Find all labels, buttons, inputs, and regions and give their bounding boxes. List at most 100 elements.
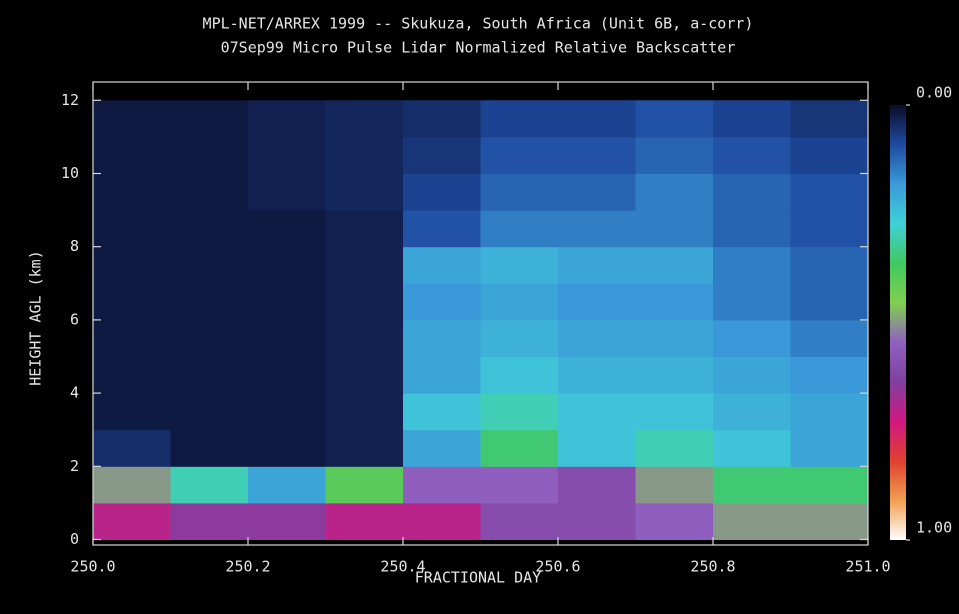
heatmap-cell <box>93 320 171 357</box>
heatmap-cell <box>713 466 791 503</box>
y-tick-label: 10 <box>61 164 79 182</box>
heatmap-cell <box>713 247 791 284</box>
heatmap-cell <box>558 174 636 211</box>
heatmap-cell <box>171 466 249 503</box>
heatmap-cell <box>636 503 714 540</box>
heatmap-cell <box>481 430 559 467</box>
heatmap-cell <box>791 137 869 174</box>
heatmap-cell <box>713 210 791 247</box>
heatmap-cell <box>248 283 326 320</box>
heatmap-cell <box>636 357 714 394</box>
x-tick-label: 250.4 <box>380 558 425 576</box>
heatmap-cell <box>93 100 171 137</box>
heatmap-cell <box>326 320 404 357</box>
y-tick-label: 12 <box>61 91 79 109</box>
heatmap-cell <box>171 320 249 357</box>
heatmap-cell <box>558 100 636 137</box>
heatmap-cell <box>636 430 714 467</box>
heatmap-cell <box>403 320 481 357</box>
heatmap-cell <box>713 320 791 357</box>
y-tick-label: 6 <box>70 310 79 328</box>
heatmap-cell <box>481 283 559 320</box>
heatmap-cell <box>636 283 714 320</box>
heatmap-cell <box>403 100 481 137</box>
heatmap-cell <box>713 393 791 430</box>
heatmap-cell <box>791 320 869 357</box>
heatmap-cell <box>791 283 869 320</box>
heatmap-cell <box>713 430 791 467</box>
heatmap-cell <box>558 210 636 247</box>
heatmap-cell <box>791 466 869 503</box>
heatmap-cell <box>248 503 326 540</box>
y-tick-label: 8 <box>70 237 79 255</box>
heatmap-cell <box>403 210 481 247</box>
heatmap-cell <box>93 174 171 211</box>
heatmap-cell <box>326 503 404 540</box>
heatmap-cell <box>248 174 326 211</box>
heatmap-cell <box>713 100 791 137</box>
heatmap-cell <box>171 210 249 247</box>
heatmap-cell <box>481 137 559 174</box>
heatmap-cell <box>791 503 869 540</box>
heatmap-cell <box>636 100 714 137</box>
heatmap-cell <box>326 247 404 284</box>
heatmap-cell <box>481 320 559 357</box>
heatmap-cell <box>481 210 559 247</box>
heatmap-cell <box>403 247 481 284</box>
heatmap-cell <box>713 503 791 540</box>
heatmap-cell <box>171 174 249 211</box>
y-tick-label: 2 <box>70 457 79 475</box>
heatmap-cell <box>93 430 171 467</box>
y-axis-label: HEIGHT AGL (km) <box>27 250 45 385</box>
heatmap-cell <box>93 466 171 503</box>
heatmap-cell <box>791 357 869 394</box>
heatmap-cell <box>171 393 249 430</box>
page: {"chart_data": { "type": "heatmap", "tit… <box>0 0 959 610</box>
heatmap-cell <box>248 210 326 247</box>
x-axis-label: FRACTIONAL DAY <box>415 569 541 587</box>
heatmap-cell <box>403 137 481 174</box>
heatmap-cell <box>558 393 636 430</box>
heatmap-cell <box>636 210 714 247</box>
heatmap-cell <box>481 393 559 430</box>
heatmap-cell <box>93 283 171 320</box>
heatmap-cell <box>403 466 481 503</box>
heatmap-cell <box>93 503 171 540</box>
heatmap-cell <box>791 210 869 247</box>
heatmap-cell <box>791 430 869 467</box>
y-tick-label: 4 <box>70 384 79 402</box>
heatmap-cell <box>636 466 714 503</box>
heatmap-cell <box>326 283 404 320</box>
heatmap-cell <box>93 357 171 394</box>
heatmap-cell <box>93 393 171 430</box>
y-tick-label: 0 <box>70 530 79 548</box>
heatmap-cell <box>326 357 404 394</box>
heatmap-cell <box>481 247 559 284</box>
heatmap-cell <box>558 283 636 320</box>
heatmap-cell <box>326 137 404 174</box>
heatmap-cell <box>713 357 791 394</box>
heatmap-cell <box>326 210 404 247</box>
heatmap-cell <box>481 503 559 540</box>
heatmap-cell <box>791 174 869 211</box>
heatmap-cell <box>171 430 249 467</box>
heatmap-cell <box>481 357 559 394</box>
heatmap-cell <box>558 503 636 540</box>
heatmap-cell <box>481 100 559 137</box>
heatmap-cell <box>171 100 249 137</box>
x-tick-label: 250.8 <box>690 558 735 576</box>
heatmap-cell <box>558 137 636 174</box>
heatmap-cell <box>636 247 714 284</box>
heatmap-cell <box>326 393 404 430</box>
x-tick-label: 250.0 <box>70 558 115 576</box>
heatmap-cell <box>248 393 326 430</box>
heatmap-cell <box>791 247 869 284</box>
colorbar-tick-label: 0.00 <box>916 84 952 102</box>
heatmap-cell <box>713 174 791 211</box>
heatmap-cell <box>171 137 249 174</box>
heatmap-cell <box>558 357 636 394</box>
heatmap-cell <box>403 430 481 467</box>
heatmap-cell <box>248 430 326 467</box>
heatmap-cell <box>326 466 404 503</box>
x-tick-label: 250.6 <box>535 558 580 576</box>
